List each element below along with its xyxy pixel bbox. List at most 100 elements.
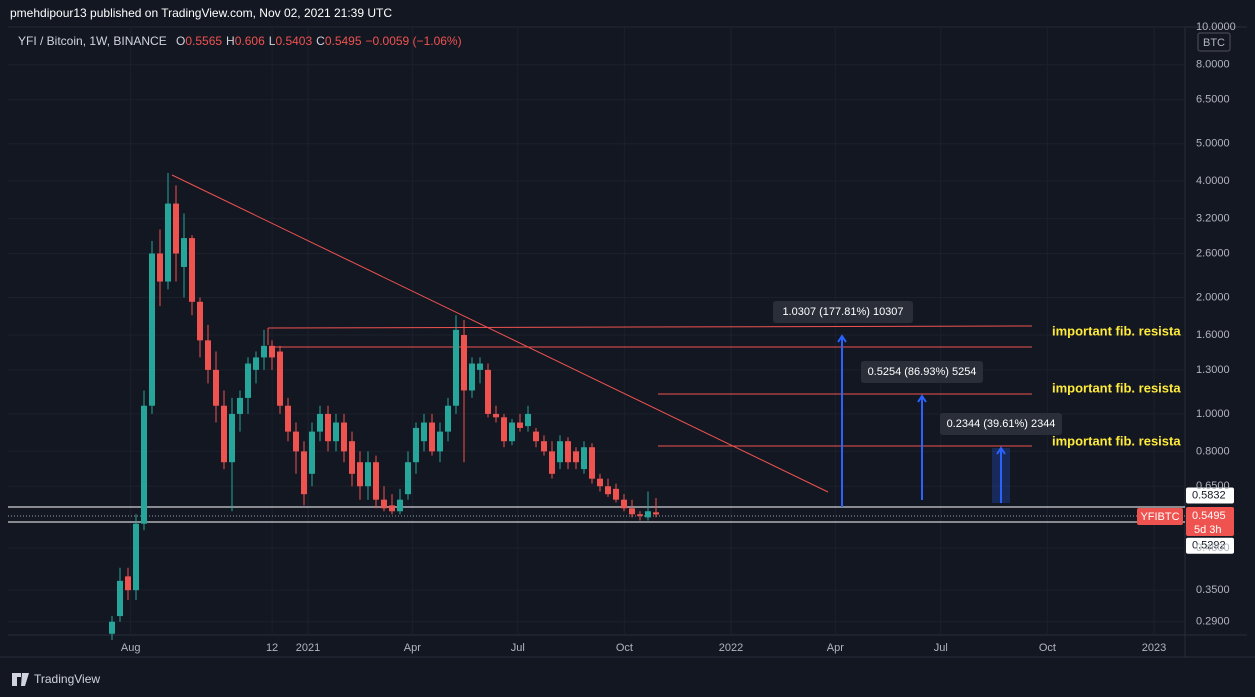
- x-tick-label: Apr: [404, 642, 421, 654]
- x-tick-label: 2023: [1142, 642, 1166, 654]
- candle-body: [461, 335, 467, 391]
- x-tick-label: Apr: [827, 642, 844, 654]
- countdown: 5d 3h: [1194, 524, 1222, 536]
- price-label: 0.5832: [1192, 489, 1226, 501]
- candle-body: [237, 397, 243, 414]
- candle-body: [341, 422, 347, 452]
- candle-body: [333, 422, 339, 442]
- candle-body: [477, 363, 483, 370]
- candle-body: [589, 447, 595, 479]
- y-tick-label: 10.0000: [1196, 21, 1236, 33]
- candle-body: [141, 405, 147, 524]
- legend-item: 0.5403: [275, 34, 312, 48]
- candle-body: [421, 422, 427, 442]
- annotation: important fib. resista: [1052, 433, 1181, 448]
- candle-body: [317, 413, 323, 432]
- candle-body: [493, 413, 499, 418]
- candle-body: [621, 499, 627, 509]
- candle-body: [373, 462, 379, 500]
- candle-body: [293, 431, 299, 452]
- y-tick-label: 3.2000: [1196, 213, 1230, 225]
- y-tick-label: 0.8000: [1196, 445, 1230, 457]
- candle-body: [189, 238, 195, 302]
- logo: [12, 673, 29, 686]
- y-tick-label: 2.0000: [1196, 291, 1230, 303]
- y-tick-label: 0.2900: [1196, 616, 1230, 628]
- candle-body: [397, 499, 403, 512]
- symbol-label: YFIBTC: [1140, 511, 1179, 523]
- legend-item: 0.5495: [325, 34, 362, 48]
- y-tick-label: 6.5000: [1196, 94, 1230, 106]
- candle-body: [173, 203, 179, 254]
- arrow-head: [996, 446, 1006, 455]
- x-tick-label: Oct: [616, 642, 633, 654]
- legend-item: L: [269, 34, 276, 48]
- candle-body: [645, 511, 651, 518]
- x-tick-label: 2021: [296, 642, 320, 654]
- level-line: [267, 325, 1033, 329]
- candle-body: [381, 499, 387, 509]
- candle-body: [181, 238, 187, 267]
- candle-body: [653, 512, 659, 515]
- candle-body: [125, 576, 131, 591]
- candle-body: [389, 505, 395, 512]
- candle-body: [469, 363, 475, 391]
- x-tick-label: Aug: [121, 642, 141, 654]
- candle-body: [533, 431, 539, 442]
- candle-body: [277, 351, 283, 406]
- x-tick-label: Jul: [934, 642, 948, 654]
- candle-body: [429, 422, 435, 452]
- y-tick-label: 5.0000: [1196, 138, 1230, 150]
- candle-body: [445, 405, 451, 432]
- y-tick-label: 1.3000: [1196, 364, 1230, 376]
- last-price: 0.5495: [1192, 510, 1226, 522]
- measure-label: 0.5254 (86.93%) 5254: [868, 366, 977, 378]
- candle-body: [325, 413, 331, 442]
- y-tick-label: 4.0000: [1196, 175, 1230, 187]
- y-tick-label: 0.4500: [1196, 542, 1230, 554]
- y-tick-label: 1.6000: [1196, 329, 1230, 341]
- candle-body: [509, 422, 515, 442]
- candle-body: [501, 417, 507, 442]
- candle-body: [285, 405, 291, 432]
- candle-body: [605, 486, 611, 495]
- publish-info: pmehdipour13 published on TradingView.co…: [10, 6, 392, 20]
- candle-body: [349, 441, 355, 474]
- candle-body: [365, 462, 371, 487]
- y-tick-label: 2.6000: [1196, 247, 1230, 259]
- unit-box: [1197, 32, 1231, 52]
- candle-body: [541, 441, 547, 452]
- legend: YFI / Bitcoin, 1W, BINANCE O0.5565 H0.606…: [18, 34, 462, 48]
- candle-body: [205, 340, 211, 370]
- candle-body: [157, 253, 163, 282]
- candle-body: [165, 203, 171, 282]
- legend-item: C: [316, 34, 325, 48]
- measure-label-box: [940, 413, 1062, 435]
- candle-body: [245, 363, 251, 398]
- legend-item: 0.5565: [185, 34, 222, 48]
- candle-body: [309, 431, 315, 474]
- legend-item: H: [226, 34, 235, 48]
- legend-item: −0.0059 (−1.06%): [366, 34, 462, 48]
- y-tick-label: 0.6500: [1196, 480, 1230, 492]
- measure-label: 0.2344 (39.61%) 2344: [947, 418, 1056, 430]
- y-tick-label: 0.3500: [1196, 584, 1230, 596]
- candle-body: [525, 413, 531, 427]
- brand: TradingView: [34, 672, 100, 686]
- candle-body: [405, 462, 411, 495]
- candle-body: [613, 488, 619, 500]
- measure-label-box: [773, 301, 913, 323]
- candle-body: [221, 405, 227, 463]
- price-label-box: [1186, 487, 1234, 504]
- x-tick-label: Jul: [511, 642, 525, 654]
- unit: BTC: [1203, 37, 1225, 49]
- legend-item: O: [176, 34, 185, 48]
- candle-body: [301, 451, 307, 495]
- candle-body: [437, 431, 443, 452]
- candle-body: [133, 523, 139, 591]
- candle-body: [557, 441, 563, 463]
- annotation: important fib. resista: [1052, 323, 1181, 338]
- symbol-box: [1137, 508, 1183, 525]
- arrow-head: [917, 394, 927, 403]
